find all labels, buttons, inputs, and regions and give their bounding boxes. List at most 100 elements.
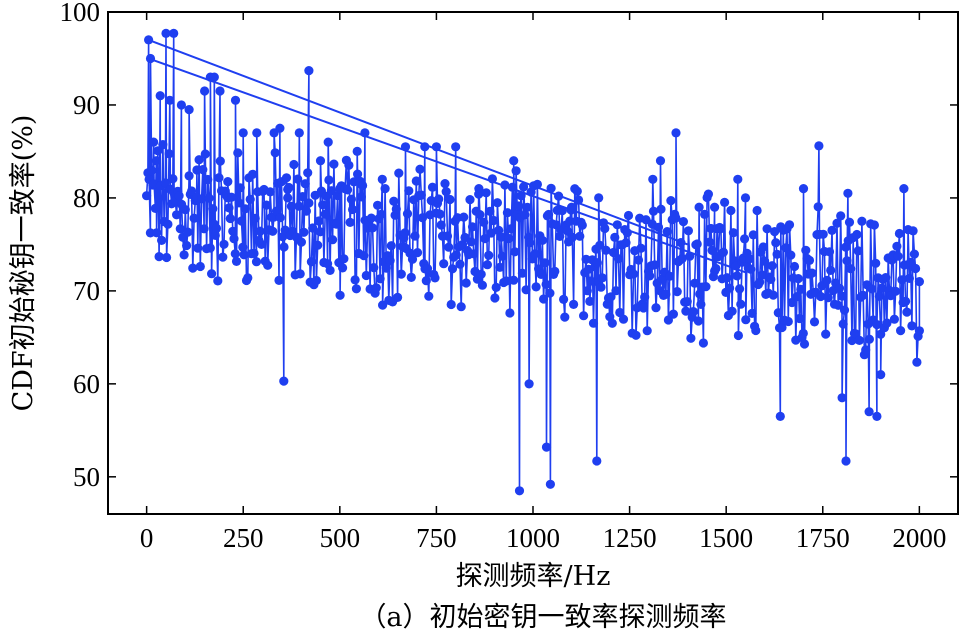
y-tick-label: 90 <box>73 90 100 120</box>
data-point <box>168 174 178 184</box>
data-point <box>223 177 233 187</box>
chart-caption: （a）初始密钥一致率探测频率 <box>359 602 726 633</box>
data-point <box>784 220 795 230</box>
data-point <box>415 164 425 174</box>
data-point <box>911 263 921 274</box>
data-point <box>198 165 208 175</box>
data-point <box>891 286 901 296</box>
data-point <box>698 338 709 348</box>
data-point <box>461 278 471 288</box>
data-point <box>489 215 499 226</box>
data-point <box>892 241 902 251</box>
data-point <box>798 328 808 338</box>
data-point <box>381 263 391 273</box>
data-point <box>442 231 453 241</box>
data-point <box>376 209 386 219</box>
data-point <box>545 288 555 298</box>
data-point <box>184 105 194 115</box>
data-point <box>204 193 214 203</box>
data-point <box>722 273 732 283</box>
data-point <box>308 223 318 233</box>
data-point <box>621 238 631 248</box>
data-point <box>853 246 863 256</box>
data-point <box>199 224 209 234</box>
data-point <box>521 285 531 295</box>
data-point <box>688 307 699 317</box>
data-point <box>366 213 376 223</box>
data-point <box>857 216 867 226</box>
data-point <box>369 263 379 273</box>
data-point <box>827 225 837 235</box>
data-point <box>286 201 296 211</box>
data-point <box>665 271 675 281</box>
data-point <box>596 282 606 292</box>
data-point <box>821 329 831 339</box>
data-point <box>459 212 469 222</box>
data-point <box>757 270 767 280</box>
data-point <box>559 294 569 304</box>
data-point <box>894 228 905 239</box>
data-point <box>897 275 907 285</box>
data-point <box>834 283 845 293</box>
data-point <box>200 149 210 159</box>
data-point <box>455 259 465 269</box>
data-point <box>353 169 363 179</box>
data-point <box>149 137 159 147</box>
data-point <box>809 317 820 327</box>
data-point <box>683 226 694 236</box>
data-point <box>238 128 248 138</box>
data-point <box>852 229 862 240</box>
data-point <box>546 183 556 193</box>
data-point <box>329 159 339 169</box>
data-point <box>597 273 607 283</box>
data-point <box>836 211 846 221</box>
data-point <box>293 174 303 184</box>
data-point <box>777 322 787 333</box>
data-point <box>824 247 835 257</box>
data-point <box>396 269 406 279</box>
data-point <box>676 238 686 248</box>
data-point <box>864 407 874 417</box>
data-point <box>758 242 768 252</box>
data-point <box>696 299 706 309</box>
data-point <box>844 217 855 227</box>
data-point <box>486 228 496 238</box>
data-point <box>807 268 817 278</box>
data-point <box>823 293 833 303</box>
data-point <box>522 202 533 212</box>
data-point <box>618 314 629 324</box>
data-point <box>389 196 399 206</box>
data-point <box>466 237 476 247</box>
data-point <box>326 186 336 196</box>
data-point <box>906 257 916 267</box>
data-point <box>703 189 714 199</box>
data-point <box>586 276 596 286</box>
data-point <box>562 226 572 236</box>
data-point <box>348 204 358 215</box>
data-point <box>876 370 886 380</box>
data-point <box>298 192 308 202</box>
data-point <box>889 314 900 324</box>
data-point <box>854 335 865 345</box>
data-point <box>210 230 220 240</box>
data-point <box>356 192 366 202</box>
data-point <box>256 239 267 249</box>
data-point <box>218 252 228 262</box>
data-point <box>871 258 881 268</box>
data-point <box>338 263 348 273</box>
y-tick-label: 70 <box>73 276 100 306</box>
data-point <box>838 319 848 329</box>
data-point <box>732 271 742 281</box>
data-point <box>315 156 326 166</box>
data-point <box>203 174 213 185</box>
y-tick-label: 80 <box>73 183 100 213</box>
data-point <box>577 220 587 230</box>
data-point <box>914 326 925 336</box>
data-point <box>728 228 739 238</box>
data-point <box>208 204 218 214</box>
data-point <box>142 191 152 201</box>
data-point <box>612 220 622 230</box>
data-point <box>901 296 911 306</box>
data-point <box>169 28 179 38</box>
data-point <box>504 233 514 244</box>
